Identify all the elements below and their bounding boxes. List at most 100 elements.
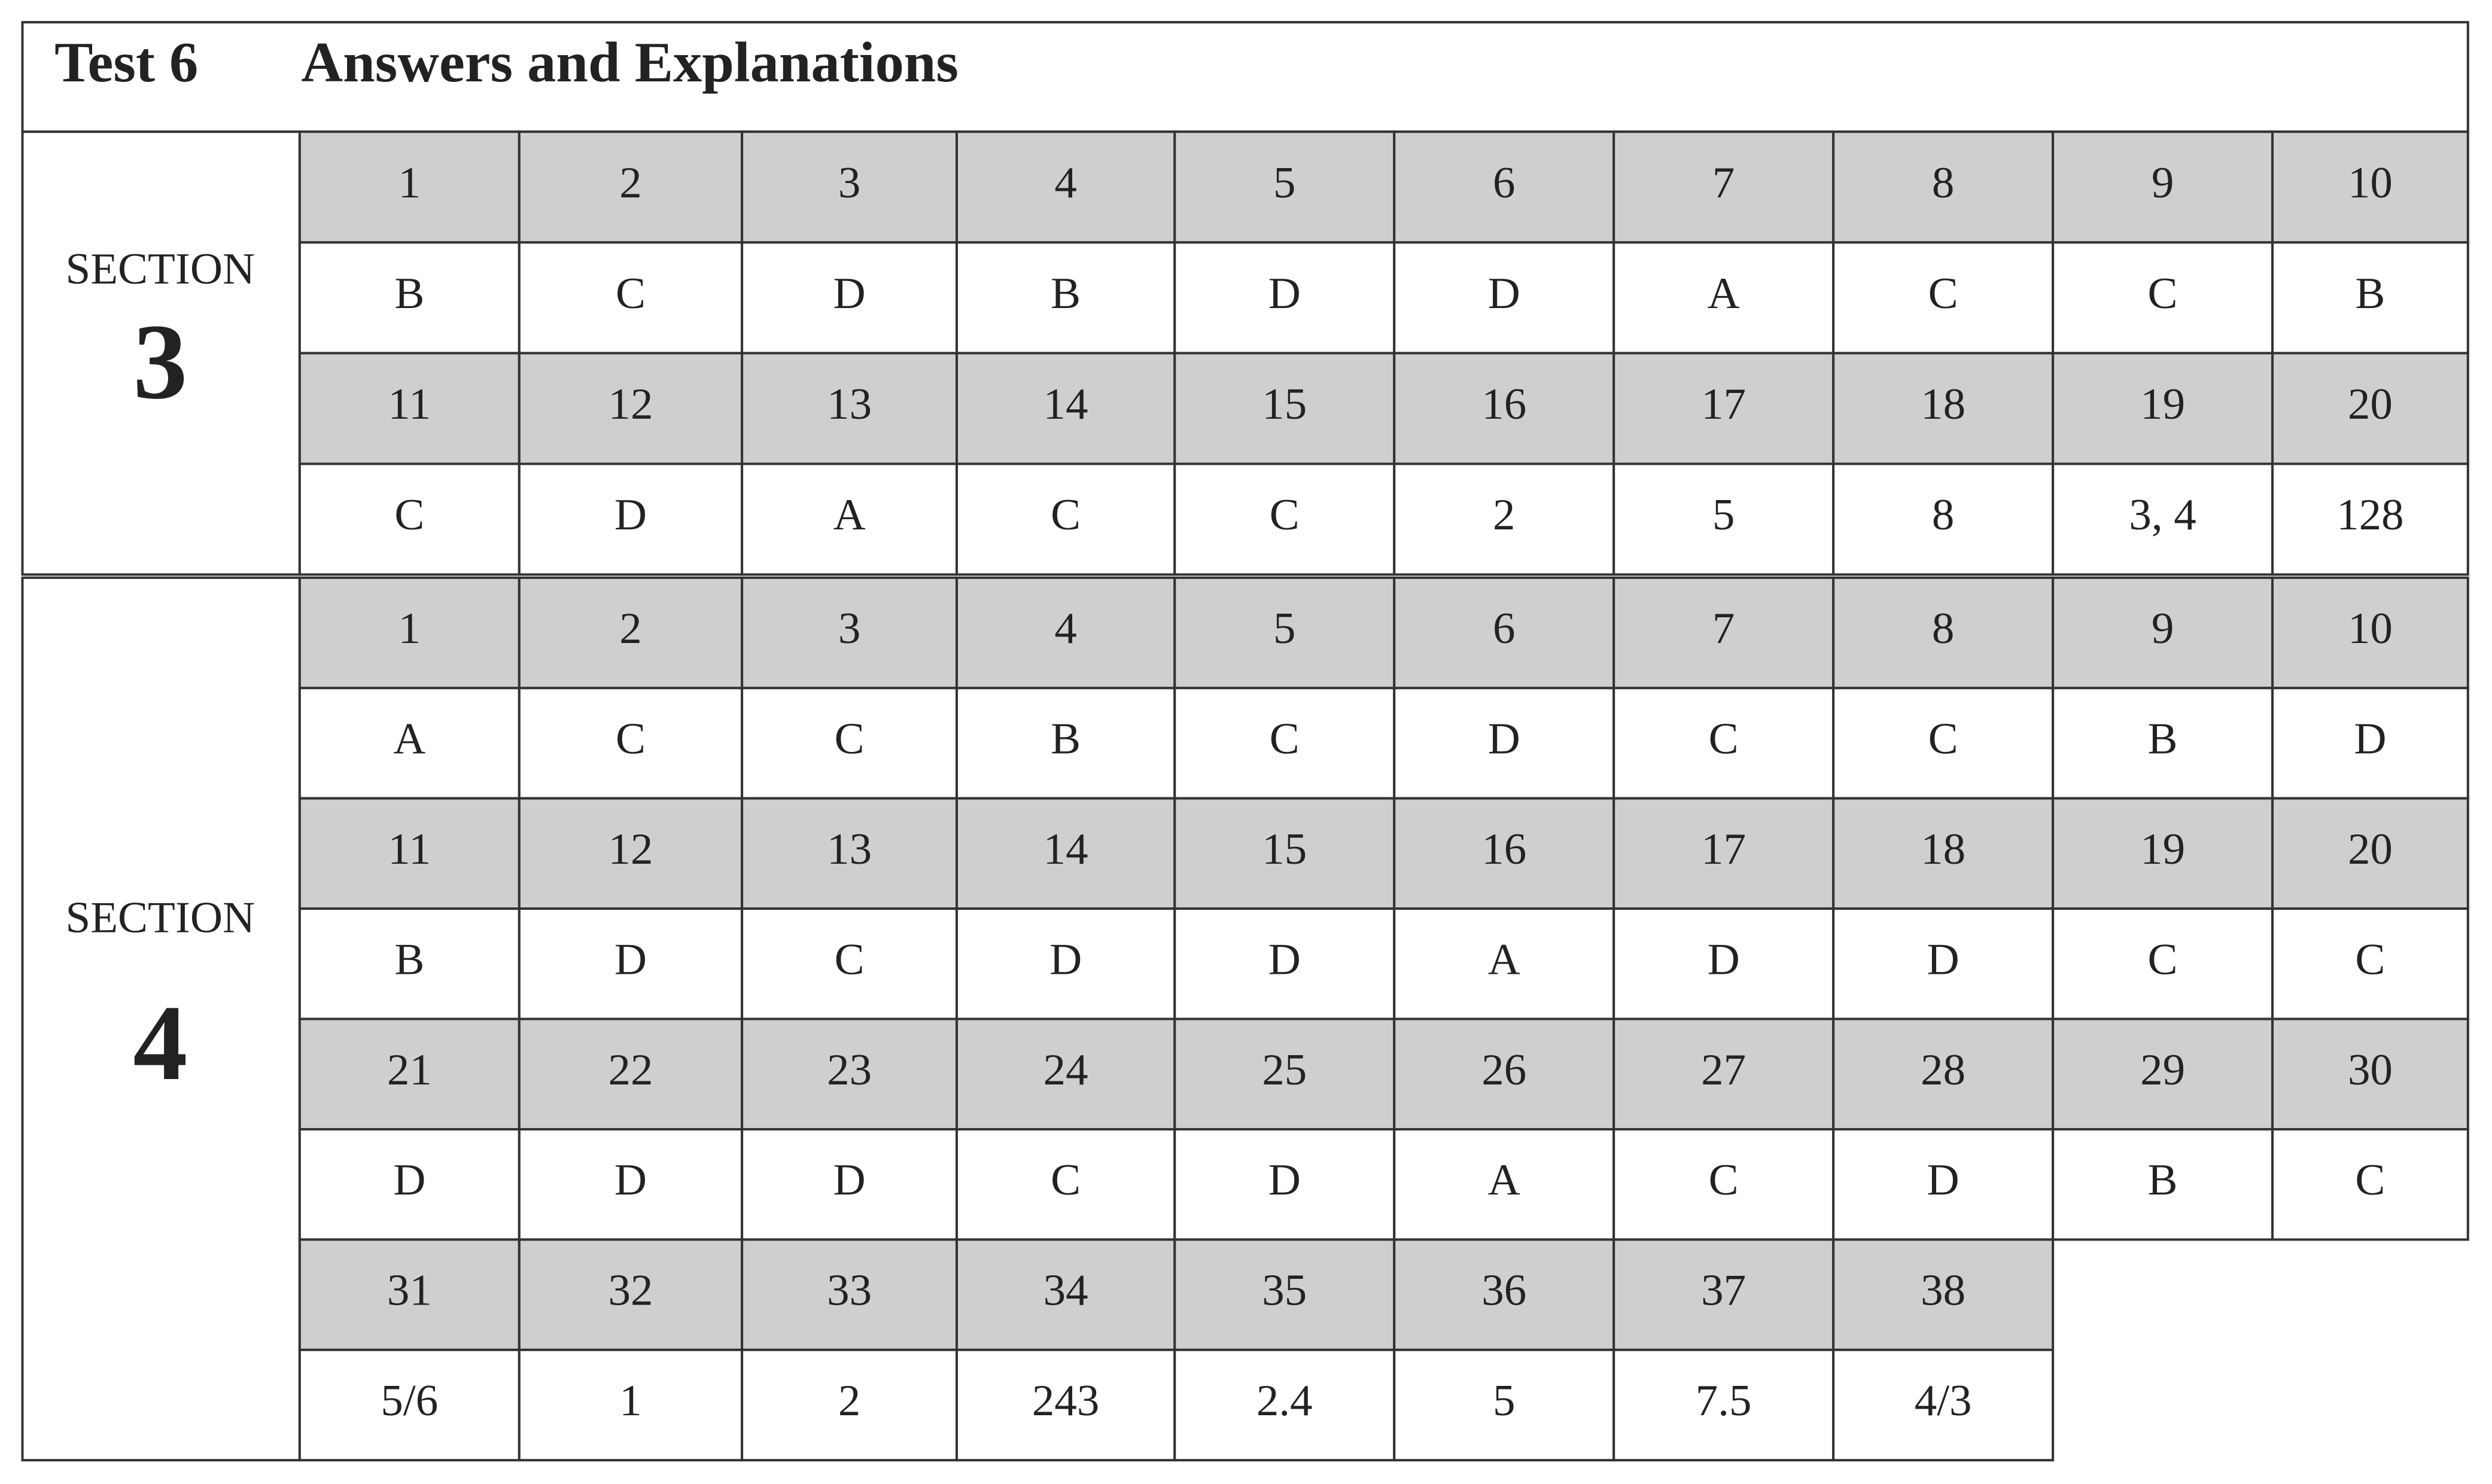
question-number: 6 bbox=[1493, 158, 1515, 208]
question-number: 27 bbox=[1701, 1045, 1746, 1095]
question-number: 25 bbox=[1262, 1045, 1307, 1095]
answer-cell bbox=[298, 1128, 521, 1241]
question-number: 26 bbox=[1481, 1045, 1526, 1095]
section-label: SECTION bbox=[66, 244, 255, 294]
answer-cell bbox=[1832, 241, 2055, 355]
question-number: 21 bbox=[387, 1045, 432, 1095]
answer-cell bbox=[1393, 1348, 1615, 1462]
question-number: 4 bbox=[1054, 158, 1076, 208]
answer: D bbox=[1927, 935, 1959, 985]
question-number: 6 bbox=[1493, 604, 1515, 653]
answer-cell bbox=[1393, 462, 1615, 576]
answer: B bbox=[2148, 1156, 2178, 1205]
question-cell bbox=[956, 576, 1176, 690]
answer-cell bbox=[741, 1348, 959, 1462]
question-number: 9 bbox=[2152, 604, 2174, 653]
question-number: 13 bbox=[827, 379, 872, 429]
question-cell bbox=[1832, 797, 2055, 910]
question-number: 17 bbox=[1701, 379, 1746, 429]
question-number: 29 bbox=[2140, 1045, 2185, 1095]
question-number: 38 bbox=[1921, 1266, 1965, 1315]
question-number: 14 bbox=[1043, 824, 1088, 874]
question-number: 18 bbox=[1921, 379, 1965, 429]
question-number: 32 bbox=[608, 1266, 653, 1315]
question-cell bbox=[1173, 1238, 1396, 1351]
answer: 5 bbox=[1493, 1376, 1515, 1425]
question-cell bbox=[1173, 352, 1396, 465]
question-number: 10 bbox=[2348, 158, 2393, 208]
answer: 2.4 bbox=[1256, 1376, 1313, 1425]
answer: B bbox=[1051, 714, 1081, 764]
question-cell bbox=[2052, 1017, 2274, 1130]
title-bar bbox=[21, 21, 2469, 133]
answer-cell bbox=[2271, 907, 2469, 1020]
answer: A bbox=[833, 490, 866, 540]
question-cell bbox=[741, 797, 959, 910]
answer: C bbox=[2355, 1156, 2385, 1205]
question-number: 8 bbox=[1932, 158, 1954, 208]
answer: A bbox=[1488, 935, 1520, 985]
question-number: 9 bbox=[2152, 158, 2174, 208]
question-cell bbox=[298, 797, 521, 910]
question-cell bbox=[2052, 130, 2274, 244]
answer: B bbox=[2148, 714, 2178, 764]
question-cell bbox=[1832, 1017, 2055, 1130]
question-cell bbox=[741, 352, 959, 465]
question-number: 31 bbox=[387, 1266, 432, 1315]
answer: C bbox=[2355, 935, 2385, 985]
question-number: 34 bbox=[1043, 1266, 1088, 1315]
question-cell bbox=[2052, 352, 2274, 465]
question-cell bbox=[298, 1238, 521, 1351]
answer: B bbox=[394, 935, 424, 985]
question-cell bbox=[1612, 1017, 1835, 1130]
answer: C bbox=[2148, 935, 2178, 985]
answer: C bbox=[1709, 1156, 1739, 1205]
answer: D bbox=[1268, 269, 1301, 318]
question-number: 12 bbox=[608, 379, 653, 429]
answer: D bbox=[833, 269, 866, 318]
question-number: 1 bbox=[398, 158, 421, 208]
answer-cell bbox=[2271, 462, 2469, 576]
question-cell bbox=[956, 1238, 1176, 1351]
question-cell bbox=[2271, 797, 2469, 910]
question-cell bbox=[298, 130, 521, 244]
question-cell bbox=[1832, 130, 2055, 244]
question-cell bbox=[1832, 352, 2055, 465]
answer-cell bbox=[2052, 241, 2274, 355]
question-number: 11 bbox=[388, 379, 431, 429]
answer: D bbox=[1927, 1156, 1959, 1205]
question-cell bbox=[741, 576, 959, 690]
question-number: 30 bbox=[2348, 1045, 2393, 1095]
answer-cell bbox=[741, 241, 959, 355]
answer: 5/6 bbox=[381, 1376, 438, 1425]
answer: 128 bbox=[2336, 490, 2403, 540]
answer-cell bbox=[298, 1348, 521, 1462]
section-label-box bbox=[21, 130, 301, 576]
answer: C bbox=[2148, 269, 2178, 318]
question-number: 22 bbox=[608, 1045, 653, 1095]
answer: D bbox=[1049, 935, 1082, 985]
answer: D bbox=[2354, 714, 2386, 764]
question-number: 15 bbox=[1262, 379, 1307, 429]
answer-cell bbox=[1173, 687, 1396, 800]
title: Answers and Explanations bbox=[302, 30, 959, 93]
answer: D bbox=[614, 490, 647, 540]
question-number: 35 bbox=[1262, 1266, 1307, 1315]
answer: C bbox=[1051, 490, 1081, 540]
answer: 1 bbox=[619, 1376, 641, 1425]
answer: B bbox=[2355, 269, 2385, 318]
answer: D bbox=[1488, 714, 1520, 764]
answer: C bbox=[616, 269, 646, 318]
answer: D bbox=[1488, 269, 1520, 318]
answer-cell bbox=[956, 241, 1176, 355]
question-cell bbox=[2271, 1017, 2469, 1130]
answer: C bbox=[616, 714, 646, 764]
answer-cell bbox=[1393, 687, 1615, 800]
answer-cell bbox=[741, 1128, 959, 1241]
answer: 2 bbox=[1493, 490, 1515, 540]
answer-cell bbox=[1612, 907, 1835, 1020]
test-label: Test 6 bbox=[54, 30, 198, 93]
question-number: 7 bbox=[1712, 604, 1735, 653]
question-cell bbox=[1173, 797, 1396, 910]
